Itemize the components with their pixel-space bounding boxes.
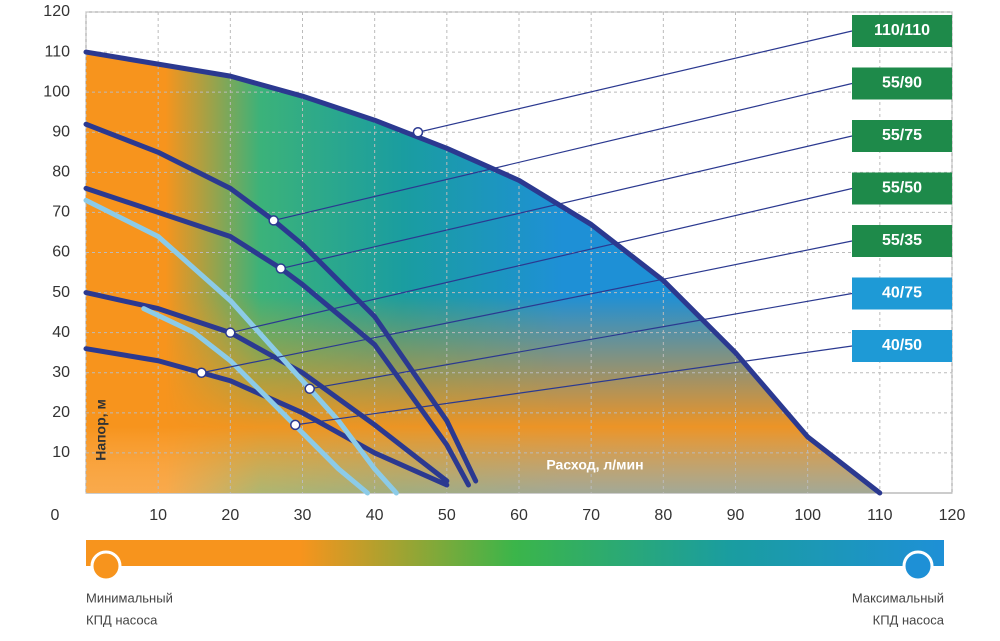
y-tick-label: 20 bbox=[52, 404, 70, 421]
model-box bbox=[852, 172, 952, 205]
legend-label: 55/35 bbox=[882, 232, 922, 249]
y-tick-label: 110 bbox=[44, 43, 70, 60]
x-tick-label: 10 bbox=[149, 507, 167, 524]
pump-curve bbox=[83, 290, 450, 484]
y-axis-label: Напор, м bbox=[93, 399, 109, 461]
x-tick-label: 30 bbox=[294, 507, 312, 524]
y-tick-label: 90 bbox=[52, 123, 70, 140]
curve-marker bbox=[412, 127, 424, 138]
legend-label: 55/90 bbox=[882, 75, 922, 92]
efficiency-bar bbox=[86, 540, 944, 566]
legend-label: 55/50 bbox=[882, 180, 922, 197]
area-fill bbox=[86, 52, 880, 493]
x-tick-label: 100 bbox=[794, 507, 821, 524]
pump-curve bbox=[83, 185, 471, 488]
efficiency-area bbox=[86, 52, 880, 493]
y-tick-label: 70 bbox=[52, 204, 70, 221]
max-label: КПД насоса bbox=[873, 612, 945, 627]
connector bbox=[309, 292, 853, 390]
y-tick-label: 40 bbox=[52, 324, 70, 341]
model-box bbox=[852, 120, 952, 152]
model-box bbox=[852, 67, 952, 100]
x-tick-label: 90 bbox=[727, 507, 745, 524]
curve-marker bbox=[275, 263, 287, 274]
pump-curve bbox=[83, 197, 399, 496]
model-box bbox=[852, 277, 952, 310]
x-tick-label: 110 bbox=[867, 507, 893, 524]
curve-marker bbox=[196, 367, 207, 378]
x-axis-label: Расход, л/мин bbox=[546, 457, 643, 473]
y-tick-label: 60 bbox=[52, 244, 70, 261]
connector bbox=[280, 135, 853, 270]
model-box bbox=[852, 15, 952, 47]
y-tick-label: 30 bbox=[52, 364, 70, 381]
pump-curve bbox=[141, 306, 370, 496]
x-tick-label: 70 bbox=[582, 507, 600, 524]
y-tick-label: 50 bbox=[52, 284, 70, 301]
connector bbox=[230, 187, 853, 334]
y-tick-label: 100 bbox=[43, 83, 70, 100]
y-tick-label: 10 bbox=[52, 444, 70, 461]
legend-label: 40/75 bbox=[882, 285, 922, 302]
min-dot bbox=[90, 550, 122, 582]
max-label: Максимальный bbox=[852, 590, 944, 605]
x-tick-label: 60 bbox=[510, 507, 528, 524]
x-tick-label: 80 bbox=[654, 507, 672, 524]
connector bbox=[295, 345, 853, 426]
pump-curve bbox=[83, 346, 450, 488]
min-label: КПД насоса bbox=[86, 612, 158, 627]
model-box bbox=[852, 225, 952, 257]
y-tick-label: 80 bbox=[52, 164, 70, 181]
min-label: Минимальный bbox=[86, 590, 173, 605]
curve-marker bbox=[268, 215, 279, 226]
connector bbox=[273, 82, 853, 222]
curve-marker bbox=[225, 327, 236, 338]
curve-marker bbox=[304, 383, 315, 395]
pump-curve bbox=[83, 121, 479, 484]
x-tick-label: 40 bbox=[366, 507, 384, 524]
connector bbox=[417, 30, 853, 133]
x-tick-label: 20 bbox=[221, 507, 239, 524]
legend-label: 55/75 bbox=[882, 127, 922, 144]
max-dot bbox=[902, 550, 934, 582]
legend-label: 40/50 bbox=[882, 337, 922, 354]
curve-marker bbox=[290, 419, 301, 431]
x-tick-label: 50 bbox=[438, 507, 456, 524]
model-box bbox=[852, 330, 952, 362]
connector bbox=[201, 240, 853, 374]
legend-label: 110/110 bbox=[874, 22, 930, 39]
y-tick-label: 120 bbox=[43, 3, 70, 20]
pump-curve bbox=[83, 49, 883, 496]
x-tick-label: 0 bbox=[51, 507, 60, 524]
x-tick-label: 120 bbox=[939, 507, 966, 524]
